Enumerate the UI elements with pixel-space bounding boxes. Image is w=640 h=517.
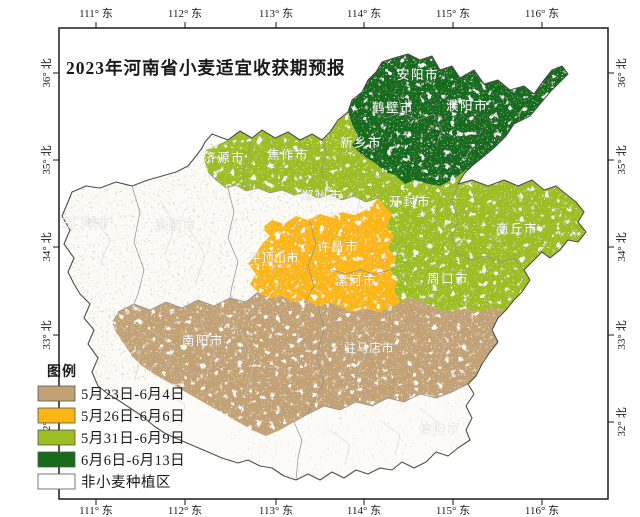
map-title: 2023年河南省小麦适宜收获期预报 [66,58,346,78]
longitude-ticks-bottom [95,499,543,505]
lat-label-right: 35° 北 [615,145,628,174]
legend: 图例 5月23日-6月4日 5月26日-6月6日 5月31日-6月9日 6月6日… [37,363,185,491]
city-label-luohe: 漯河市 [335,273,377,288]
lat-label-left: 35° 北 [40,145,53,174]
city-label-pingdingshan: 平顶山市 [249,250,299,265]
city-label-shangqiu: 商丘市 [496,221,538,236]
lon-label-top: 111° 东 [79,7,113,20]
lon-label-bottom: 116° 东 [525,504,559,517]
city-label-puyang: 濮阳市 [446,98,488,113]
lat-label-left: 33° 北 [40,320,53,349]
latitude-ticks-right [608,72,614,423]
legend-swatch [37,407,76,424]
region-jun6-jun13 [348,54,568,186]
city-label-xuchang: 许昌市 [317,239,359,254]
lon-label-top: 115° 东 [436,7,470,20]
lon-label-top: 112° 东 [168,7,202,20]
city-label-luoyang: 洛阳市 [155,217,197,232]
legend-item-label: 6月6日-6月13日 [81,453,185,469]
province-map [62,54,586,480]
legend-item-label: 5月23日-6月4日 [81,387,185,403]
legend-swatch [37,473,76,490]
legend-header: 图例 [47,363,77,380]
legend-swatch [37,451,76,468]
lat-label-right: 36° 北 [615,58,628,87]
lat-label-left: 34° 北 [40,232,53,261]
county-boundaries [94,198,446,466]
lon-label-top: 114° 东 [347,7,381,20]
city-label-kaifeng: 开封市 [389,194,431,209]
city-label-jiaozuo: 焦作市 [267,147,309,162]
region-may31-jun9 [204,112,586,312]
lon-label-bottom: 111° 东 [79,504,113,517]
lon-label-top: 116° 东 [525,7,559,20]
longitude-ticks-top [95,22,543,28]
legend-item-label: 非小麦种植区 [81,474,171,491]
map-frame [58,27,609,500]
province-outline [61,53,587,481]
city-label-anyang: 安阳市 [397,67,439,82]
lon-label-bottom: 112° 东 [168,504,202,517]
lon-label-bottom: 114° 东 [347,504,381,517]
city-label-hebi: 鹤壁市 [372,100,414,115]
lat-label-right: 33° 北 [615,320,628,349]
legend-swatch [37,429,76,446]
city-label-zhengzhou: 郑州市 [301,188,343,203]
lon-label-bottom: 113° 东 [259,504,293,517]
legend-item-label: 5月31日-6月9日 [81,431,185,447]
region-may26-jun6 [248,198,400,312]
city-label-jiyuan: 济源市 [203,150,245,165]
legend-swatch [37,385,76,402]
lat-label-left: 36° 北 [40,58,53,87]
city-label-zhoukou: 周口市 [427,271,469,286]
city-boundaries [117,95,525,480]
city-label-nanyang: 南阳市 [182,333,224,348]
lon-label-top: 113° 东 [259,7,293,20]
city-label-zhumadian: 驻马店市 [344,340,394,355]
latitude-ticks-left [53,72,59,423]
lon-label-bottom: 115° 东 [436,504,470,517]
city-label-xinxiang: 新乡市 [340,135,382,150]
city-label-sanmenxia: 三门峡市 [60,215,110,230]
lat-label-right: 34° 北 [615,232,628,261]
lat-label-right: 32° 北 [615,407,628,436]
legend-item-label: 5月26日-6月6日 [81,409,185,425]
city-label-xinyang: 信阳市 [419,421,461,436]
